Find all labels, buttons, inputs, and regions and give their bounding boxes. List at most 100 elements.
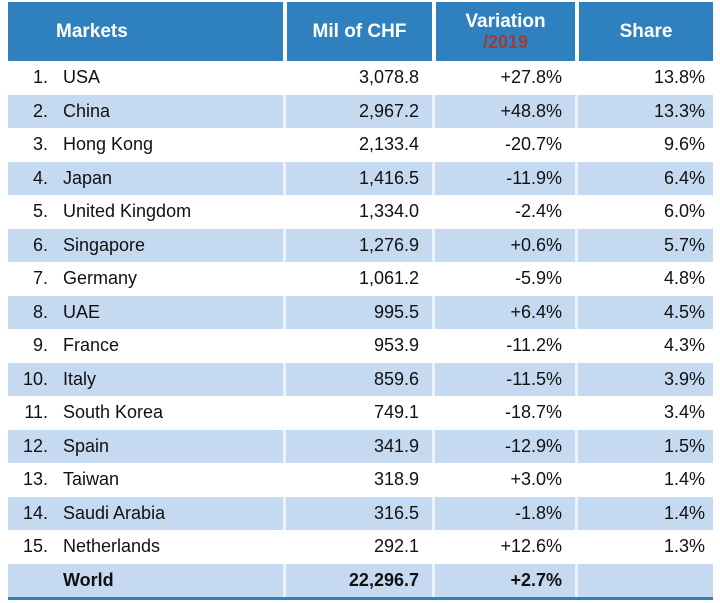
chf-value: 1,416.5	[283, 161, 432, 195]
table-row: 14. Saudi Arabia 316.5 -1.8% 1.4%	[8, 496, 713, 531]
market-cell: 14. Saudi Arabia	[8, 497, 283, 531]
market-cell: 7. Germany	[8, 262, 283, 296]
rank-label: 8.	[32, 301, 48, 322]
market-cell: World	[8, 564, 283, 598]
share-value: 1.4%	[575, 463, 713, 497]
table-row: 5. United Kingdom 1,334.0 -2.4% 6.0%	[8, 195, 713, 229]
variation-value: +12.6%	[432, 530, 575, 564]
market-cell: 9. France	[8, 329, 283, 363]
rank-label: 14.	[22, 502, 48, 523]
variation-value: +6.4%	[432, 295, 575, 329]
share-value: 1.3%	[575, 530, 713, 564]
table-row: 2. China 2,967.2 +48.8% 13.3%	[8, 94, 713, 129]
share-value: 4.8%	[575, 262, 713, 296]
chf-value: 1,061.2	[283, 262, 432, 296]
chf-value: 3,078.8	[283, 61, 432, 95]
rank-label: 2.	[32, 100, 48, 121]
column-header-share: Share	[575, 2, 713, 61]
market-name: Japan	[63, 167, 113, 188]
chf-value: 318.9	[283, 463, 432, 497]
share-value: 9.6%	[575, 128, 713, 162]
market-name: Netherlands	[63, 536, 161, 557]
variation-header-label: Variation	[465, 10, 546, 32]
table-row: 15. Netherlands 292.1 +12.6% 1.3%	[8, 530, 713, 564]
share-value: 3.4%	[575, 396, 713, 430]
rank-label: 9.	[32, 335, 48, 356]
market-cell: 8. UAE	[8, 296, 283, 330]
table-bottom-border	[8, 597, 713, 600]
rank-label: 12.	[22, 435, 48, 456]
rank-label: 4.	[32, 167, 48, 188]
share-value: 3.9%	[575, 362, 713, 396]
table-row: 11. South Korea 749.1 -18.7% 3.4%	[8, 396, 713, 430]
share-value: 13.8%	[575, 61, 713, 95]
market-name: United Kingdom	[63, 201, 192, 222]
column-header-mil-of-chf: Mil of CHF	[283, 2, 432, 61]
market-cell: 4. Japan	[8, 162, 283, 196]
table-row: 4. Japan 1,416.5 -11.9% 6.4%	[8, 161, 713, 196]
variation-value: -11.9%	[432, 161, 575, 195]
rank-label: 10.	[22, 368, 48, 389]
chf-value: 749.1	[283, 396, 432, 430]
variation-value: -1.8%	[432, 496, 575, 530]
market-cell: 1. USA	[8, 61, 283, 95]
share-value: 4.5%	[575, 295, 713, 329]
chf-header-label: Mil of CHF	[312, 20, 407, 42]
table-row: 7. Germany 1,061.2 -5.9% 4.8%	[8, 262, 713, 296]
chf-value: 1,334.0	[283, 195, 432, 229]
variation-value: -18.7%	[432, 396, 575, 430]
market-cell: 5. United Kingdom	[8, 195, 283, 229]
variation-value: -11.2%	[432, 329, 575, 363]
chf-value: 22,296.7	[283, 563, 432, 597]
market-name: Spain	[63, 435, 110, 456]
market-name: South Korea	[63, 402, 164, 423]
chf-value: 859.6	[283, 362, 432, 396]
table-row: 3. Hong Kong 2,133.4 -20.7% 9.6%	[8, 128, 713, 162]
variation-value: -5.9%	[432, 262, 575, 296]
share-value: 4.3%	[575, 329, 713, 363]
rank-label: 7.	[32, 268, 48, 289]
column-header-variation: Variation /2019	[432, 2, 575, 61]
chf-value: 1,276.9	[283, 228, 432, 262]
market-cell: 11. South Korea	[8, 396, 283, 430]
rank-label: 3.	[32, 134, 48, 155]
market-name: USA	[63, 67, 101, 88]
markets-table: Markets Mil of CHF Variation /2019 Share…	[8, 2, 713, 600]
rank-label: 13.	[22, 469, 48, 490]
share-value	[575, 563, 713, 597]
table-row: 13. Taiwan 318.9 +3.0% 1.4%	[8, 463, 713, 497]
market-name: France	[63, 335, 120, 356]
total-row: World 22,296.7 +2.7%	[8, 563, 713, 598]
share-value: 5.7%	[575, 228, 713, 262]
market-cell: 3. Hong Kong	[8, 128, 283, 162]
market-cell: 13. Taiwan	[8, 463, 283, 497]
variation-value: +48.8%	[432, 94, 575, 128]
market-cell: 2. China	[8, 95, 283, 129]
table-row: 6. Singapore 1,276.9 +0.6% 5.7%	[8, 228, 713, 262]
share-value: 1.5%	[575, 429, 713, 463]
share-value: 13.3%	[575, 94, 713, 128]
table-row: 10. Italy 859.6 -11.5% 3.9%	[8, 362, 713, 396]
market-name: Italy	[63, 368, 97, 389]
table-row: 12. Spain 341.9 -12.9% 1.5%	[8, 429, 713, 463]
market-name: China	[63, 100, 111, 121]
market-name: Germany	[63, 268, 138, 289]
variation-value: +3.0%	[432, 463, 575, 497]
rank-label: 6.	[32, 234, 48, 255]
variation-value: +27.8%	[432, 61, 575, 95]
market-name: Taiwan	[63, 469, 120, 490]
share-value: 1.4%	[575, 496, 713, 530]
market-name: Saudi Arabia	[63, 502, 166, 523]
variation-value: -2.4%	[432, 195, 575, 229]
chf-value: 2,133.4	[283, 128, 432, 162]
variation-value: -20.7%	[432, 128, 575, 162]
table-body: 1. USA 3,078.8 +27.8% 13.8% 2. China 2,967.2 +48…	[8, 61, 713, 597]
table-row: 9. France 953.9 -11.2% 4.3%	[8, 329, 713, 363]
market-name: UAE	[63, 301, 101, 322]
market-name: Singapore	[63, 234, 146, 255]
table-row: 1. USA 3,078.8 +27.8% 13.8%	[8, 61, 713, 95]
rank-label: 15.	[22, 536, 48, 557]
chf-value: 995.5	[283, 295, 432, 329]
share-value: 6.4%	[575, 161, 713, 195]
chf-value: 341.9	[283, 429, 432, 463]
